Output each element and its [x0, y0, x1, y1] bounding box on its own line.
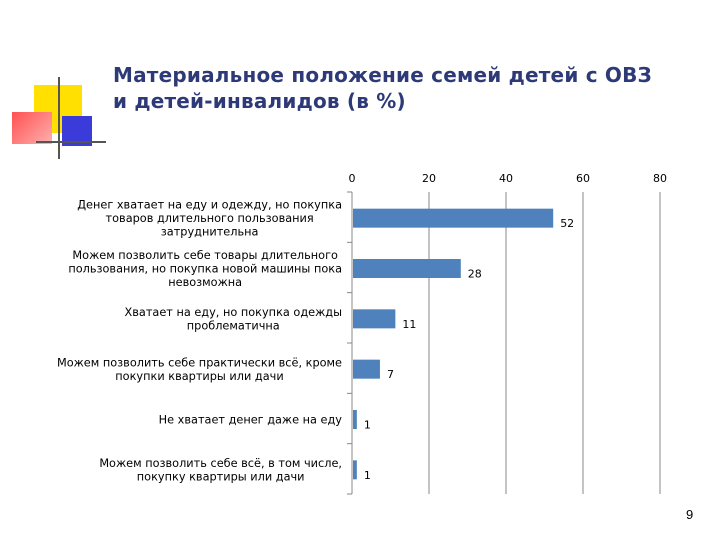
bar: [353, 208, 554, 228]
page-number: 9: [686, 507, 694, 522]
bar: [353, 460, 357, 480]
category-label: Можем позволить себе практически всё, кр…: [57, 356, 342, 369]
page-title: Материальное положение семей детей с ОВЗ…: [113, 62, 703, 114]
data-label: 28: [468, 268, 482, 281]
x-tick-label: 0: [349, 172, 356, 185]
bar: [353, 359, 380, 379]
x-tick-label: 80: [653, 172, 667, 185]
category-label: пользования, но покупка новой машины пок…: [68, 263, 342, 276]
category-label: покупку квартиры или дачи: [137, 471, 305, 484]
category-label: проблематична: [187, 320, 280, 333]
data-label: 1: [364, 419, 371, 432]
category-label: товаров длительного пользования: [106, 212, 314, 225]
x-tick-label: 60: [576, 172, 590, 185]
data-label: 11: [402, 318, 416, 331]
title-line-2: и детей-инвалидов (в %): [113, 89, 406, 113]
title-line-1: Материальное положение семей детей с ОВЗ: [113, 63, 652, 87]
deco-horizontal-line: [36, 141, 106, 143]
category-label: Не хватает денег даже на еду: [159, 414, 343, 427]
category-label: покупки квартиры или дачи: [115, 370, 283, 383]
category-label: Можем позволить себе товары длительного: [72, 249, 338, 262]
data-label: 1: [364, 469, 371, 482]
bar: [353, 259, 461, 278]
data-label: 7: [387, 368, 394, 381]
category-label: Можем позволить себе всё, в том числе,: [99, 457, 342, 470]
category-label: невозможна: [168, 276, 242, 289]
category-label: затруднительна: [161, 226, 259, 239]
category-label: Денег хватает на еду и одежду, но покупк…: [77, 199, 342, 212]
deco-red-square: [12, 112, 52, 144]
deco-vertical-line: [58, 77, 60, 159]
data-label: 52: [560, 217, 574, 230]
bar: [353, 309, 396, 329]
x-tick-label: 40: [499, 172, 513, 185]
x-tick-label: 20: [422, 172, 436, 185]
category-label: Хватает на еду, но покупка одежды: [125, 306, 342, 319]
bar: [353, 410, 357, 429]
